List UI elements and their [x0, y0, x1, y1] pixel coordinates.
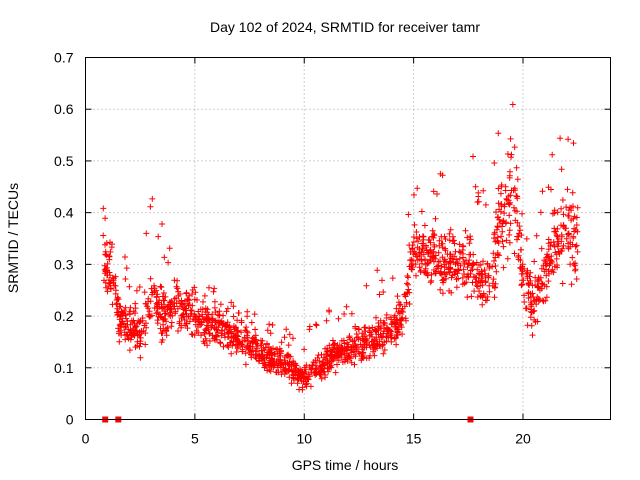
data-points — [100, 101, 581, 393]
x-tick-labels: 0 5 10 15 20 — [82, 431, 531, 447]
x-tick-label: 5 — [191, 431, 199, 447]
y-axis-label: SRMTID / TECUs — [5, 183, 21, 293]
y-tick-label: 0.5 — [54, 153, 74, 169]
scatter-markers — [100, 101, 581, 393]
x-tick-label: 15 — [406, 431, 422, 447]
axis-ticks — [85, 57, 611, 420]
y-tick-label: 0.1 — [54, 360, 74, 376]
y-tick-label: 0.3 — [54, 256, 74, 272]
y-tick-label: 0 — [66, 412, 74, 428]
plot-frame — [85, 57, 611, 420]
y-tick-label: 0.2 — [54, 308, 74, 324]
grid-lines — [85, 57, 611, 420]
y-tick-labels: 0 0.1 0.2 0.3 0.4 0.5 0.6 0.7 — [54, 50, 74, 428]
y-tick-label: 0.7 — [54, 50, 74, 66]
y-tick-label: 0.6 — [54, 101, 74, 117]
x-tick-label: 10 — [296, 431, 312, 447]
x-tick-label: 20 — [515, 431, 531, 447]
y-tick-label: 0.4 — [54, 205, 74, 221]
x-axis-label: GPS time / hours — [292, 457, 399, 473]
chart-title: Day 102 of 2024, SRMTID for receiver tam… — [210, 19, 480, 35]
x-tick-label: 0 — [82, 431, 90, 447]
